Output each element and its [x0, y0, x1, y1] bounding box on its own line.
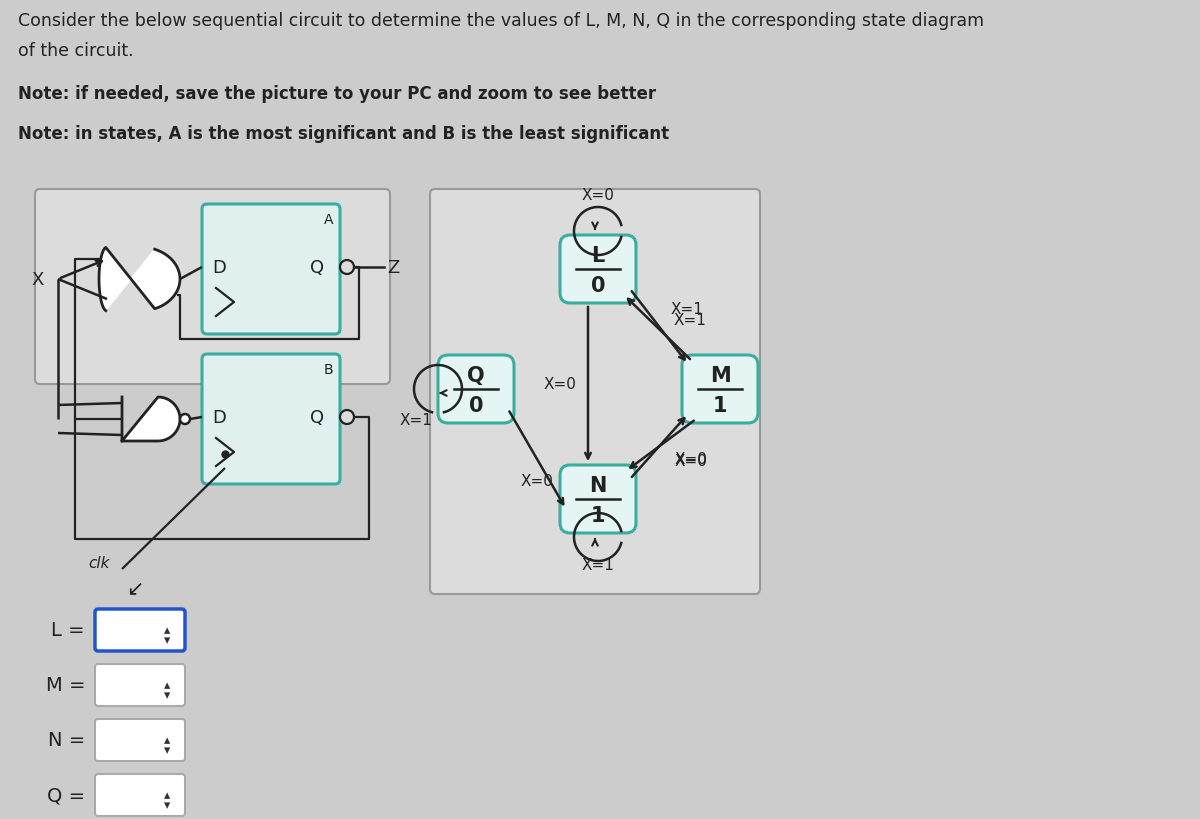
Text: L: L [592, 246, 605, 265]
FancyBboxPatch shape [95, 609, 185, 651]
Text: ↙: ↙ [126, 577, 144, 597]
Text: ▾: ▾ [164, 744, 170, 757]
Circle shape [340, 260, 354, 274]
Text: 1: 1 [713, 396, 727, 415]
Text: clk: clk [88, 555, 109, 570]
FancyBboxPatch shape [560, 465, 636, 533]
Text: Note: in states, A is the most significant and B is the least significant: Note: in states, A is the most significa… [18, 124, 670, 143]
Text: X: X [31, 270, 44, 288]
Text: Q: Q [310, 409, 324, 427]
Text: ▾: ▾ [164, 689, 170, 702]
Text: X=1: X=1 [673, 313, 707, 328]
Text: Note: if needed, save the picture to your PC and zoom to see better: Note: if needed, save the picture to you… [18, 85, 656, 103]
Text: A: A [324, 213, 334, 227]
Text: M: M [709, 365, 731, 386]
Text: ▾: ▾ [164, 634, 170, 647]
Text: D: D [212, 259, 226, 277]
FancyBboxPatch shape [35, 190, 390, 385]
Text: ▴: ▴ [164, 734, 170, 747]
FancyBboxPatch shape [682, 355, 758, 423]
Polygon shape [100, 248, 180, 311]
Text: 0: 0 [590, 276, 605, 296]
Text: ▾: ▾ [164, 799, 170, 812]
Text: X=0: X=0 [582, 188, 614, 203]
Text: ▴: ▴ [164, 789, 170, 802]
FancyBboxPatch shape [438, 355, 514, 423]
Polygon shape [122, 397, 180, 441]
Text: Q =: Q = [47, 785, 85, 804]
FancyBboxPatch shape [430, 190, 760, 595]
Text: X=0: X=0 [544, 377, 576, 392]
Text: X=0: X=0 [521, 474, 553, 489]
Text: X=1: X=1 [582, 557, 614, 572]
Text: Consider the below sequential circuit to determine the values of L, M, N, Q in t: Consider the below sequential circuit to… [18, 12, 984, 30]
Text: ▴: ▴ [164, 679, 170, 692]
FancyBboxPatch shape [202, 355, 340, 484]
FancyBboxPatch shape [95, 664, 185, 706]
Text: N =: N = [48, 731, 85, 749]
FancyBboxPatch shape [95, 719, 185, 761]
Text: Q: Q [310, 259, 324, 277]
Text: 0: 0 [469, 396, 484, 415]
Text: X=0: X=0 [674, 454, 708, 469]
Text: X=1: X=1 [400, 413, 432, 428]
FancyBboxPatch shape [202, 205, 340, 335]
FancyBboxPatch shape [560, 236, 636, 304]
Text: D: D [212, 409, 226, 427]
Text: of the circuit.: of the circuit. [18, 42, 133, 60]
Text: L =: L = [52, 621, 85, 640]
Text: X=1: X=1 [671, 301, 703, 317]
Text: X=0: X=0 [674, 451, 708, 467]
Circle shape [340, 410, 354, 424]
Circle shape [180, 414, 190, 424]
Text: N: N [589, 475, 607, 495]
Text: Z: Z [386, 259, 400, 277]
Text: ▴: ▴ [164, 624, 170, 636]
Text: 1: 1 [590, 505, 605, 525]
FancyBboxPatch shape [95, 774, 185, 816]
Text: B: B [324, 363, 334, 377]
Text: M =: M = [46, 676, 85, 695]
Text: Q: Q [467, 365, 485, 386]
